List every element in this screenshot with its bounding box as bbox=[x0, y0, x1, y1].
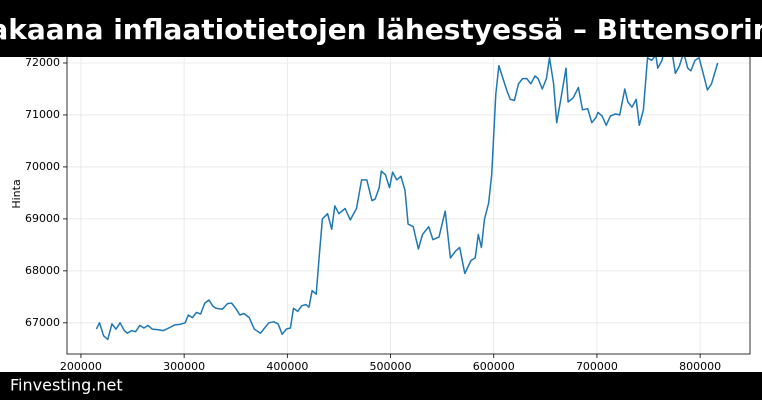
y-tick-label: 68000 bbox=[25, 264, 60, 277]
chart-title: akaana inflaatiotietojen lähestyessä – B… bbox=[0, 13, 762, 46]
x-tick-label: 600000 bbox=[473, 360, 515, 373]
footer-text: Finvesting.net bbox=[10, 376, 123, 395]
x-tick-label: 400000 bbox=[266, 360, 308, 373]
x-tick-label: 200000 bbox=[60, 360, 102, 373]
footer-banner bbox=[0, 372, 762, 400]
y-tick-label: 70000 bbox=[25, 160, 60, 173]
x-tick-label: 500000 bbox=[370, 360, 412, 373]
y-tick-label: 71000 bbox=[25, 108, 60, 121]
title-banner bbox=[0, 0, 762, 57]
y-tick-label: 72000 bbox=[25, 56, 60, 69]
y-tick-label: 69000 bbox=[25, 212, 60, 225]
y-axis-label: Hinta bbox=[10, 179, 23, 208]
x-tick-label: 700000 bbox=[576, 360, 618, 373]
x-tick-label: 800000 bbox=[679, 360, 721, 373]
plot-frame bbox=[66, 39, 751, 355]
x-tick-label: 300000 bbox=[163, 360, 205, 373]
price-line bbox=[95, 41, 719, 341]
y-tick-label: 67000 bbox=[25, 316, 60, 329]
plot-area: 67000 68000 69000 70000 71000 72000 200000 3000… bbox=[25, 39, 751, 373]
